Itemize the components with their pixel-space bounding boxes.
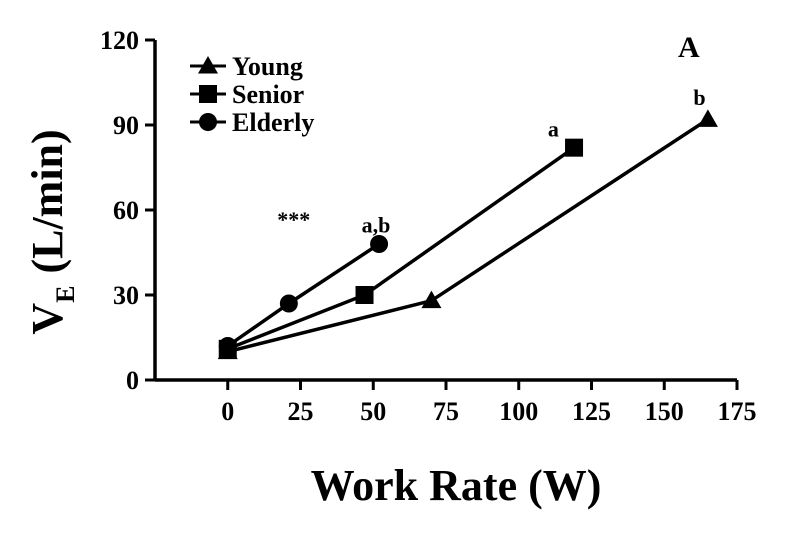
- x-tick-label: 75: [433, 397, 459, 426]
- series-line-young: [227, 117, 709, 354]
- data-point-senior: [355, 286, 374, 304]
- y-tick-label: 90: [113, 111, 139, 140]
- legend-item-young: Young: [190, 52, 303, 81]
- y-tick-label: 120: [100, 26, 139, 55]
- legend-marker-young: [198, 56, 218, 74]
- y-axis-title-v: V: [23, 303, 72, 335]
- x-tick-label: 100: [499, 397, 538, 426]
- legend-label: Elderly: [232, 108, 314, 137]
- data-point-elderly: [218, 337, 237, 355]
- legend-item-senior: Senior: [190, 80, 304, 109]
- x-tick-label: 25: [288, 397, 314, 426]
- y-axis-title: VE (L/min): [23, 129, 80, 334]
- y-tick-label: 60: [113, 196, 139, 225]
- x-tick-label: 150: [645, 397, 684, 426]
- series-elderly: [218, 235, 389, 355]
- annotation-label: ***: [277, 207, 310, 232]
- y-axis-title-sub: E: [51, 286, 80, 303]
- legend-item-elderly: Elderly: [190, 108, 314, 137]
- y-ticks: 0 30 60 90 120: [100, 26, 155, 395]
- series-senior: [218, 138, 584, 358]
- x-tick-label: 125: [572, 397, 611, 426]
- data-point-young: [697, 109, 718, 127]
- svg-text:VE(L/min): VE (L/min): [23, 129, 80, 334]
- legend-label: Senior: [232, 80, 304, 109]
- x-ticks: 0 25 50 75 100 125 150 175: [221, 380, 757, 426]
- x-tick-label: 0: [221, 397, 234, 426]
- y-tick-label: 0: [126, 366, 139, 395]
- legend-marker-elderly: [199, 113, 217, 131]
- series-line-senior: [227, 146, 576, 351]
- y-tick-label: 30: [113, 281, 139, 310]
- data-point-elderly: [370, 235, 389, 253]
- y-axis-title-unit: (L/min): [23, 129, 72, 273]
- x-axis-title: Work Rate (W): [311, 461, 602, 510]
- series-layer: [217, 109, 718, 360]
- annotation-label: b: [693, 85, 705, 110]
- x-tick-label: 175: [718, 397, 757, 426]
- legend-label: Young: [232, 52, 303, 81]
- annotation-layer: b a *** a,b: [277, 85, 705, 238]
- x-tick-label: 50: [360, 397, 386, 426]
- data-point-elderly: [279, 294, 298, 313]
- panel-label: A: [678, 31, 700, 64]
- data-point-senior: [565, 138, 584, 157]
- legend-marker-senior: [199, 85, 217, 103]
- annotation-label: a,b: [362, 213, 391, 238]
- data-point-young: [421, 290, 442, 309]
- annotation-label: a: [548, 116, 559, 141]
